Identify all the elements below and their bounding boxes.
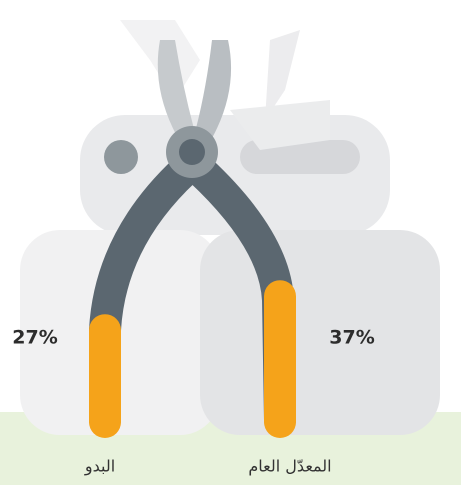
category-label: البدو	[84, 457, 115, 477]
value-label: 27%	[12, 327, 57, 349]
category-label: المعدّل العام	[248, 457, 331, 476]
toolbox-illustration	[20, 20, 440, 435]
value-label: 37%	[329, 327, 374, 349]
